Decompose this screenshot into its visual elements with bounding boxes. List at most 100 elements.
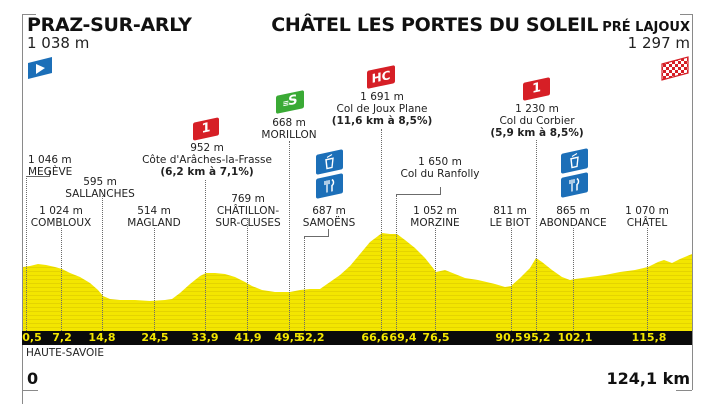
climb-category-label: HC xyxy=(371,67,391,87)
chatel-altitude: 1 070 m xyxy=(625,205,669,217)
finish-subname: PRÉ LAJOUX xyxy=(602,20,690,35)
start-altitude: 1 038 m xyxy=(27,34,90,52)
climb-category-label: 1 xyxy=(531,80,542,97)
lebiot-altitude: 811 m xyxy=(493,205,527,217)
label-morzine: 1 052 m MORZINE xyxy=(410,205,459,229)
araches-name: Côte d'Arâches-la-Frasse xyxy=(142,154,272,166)
km-tick: 24,5 xyxy=(141,331,169,344)
chatillon-altitude: 769 m xyxy=(231,193,265,205)
label-megeve: 1 046 m MEGÈVE xyxy=(28,154,72,178)
magland-altitude: 514 m xyxy=(137,205,171,217)
label-araches: 952 m Côte d'Arâches-la-Frasse (6,2 km à… xyxy=(142,142,272,178)
lebiot-name: LE BIOT xyxy=(489,217,531,229)
chatillon-name-line1: CHÂTILLON- xyxy=(216,205,280,217)
guide-line-corbier xyxy=(536,140,537,331)
label-morillon: 668 m MORILLON xyxy=(261,117,316,141)
samoens-connector xyxy=(304,236,328,237)
chatel-name: CHÂTEL xyxy=(626,217,668,229)
fork-knife-icon xyxy=(569,177,580,192)
frame-right-top-tick xyxy=(680,14,692,15)
sallanches-altitude: 595 m xyxy=(83,176,117,188)
ranfolly-connector xyxy=(396,194,440,195)
start-flag-icon xyxy=(28,57,52,79)
profile-area xyxy=(23,233,692,331)
bin-icon xyxy=(570,152,579,169)
km-tick: 95,2 xyxy=(523,331,551,344)
label-abondance: 865 m ABONDANCE xyxy=(539,205,606,229)
feed-zone-badge xyxy=(316,149,343,175)
label-chatel: 1 070 m CHÂTEL xyxy=(625,205,669,229)
guide-line-araches xyxy=(205,180,206,331)
megeve-connector xyxy=(26,176,50,179)
guide-line-chatel xyxy=(647,228,648,331)
megeve-connector-stem xyxy=(49,170,50,177)
ranfolly-name: Col du Ranfolly xyxy=(400,168,480,180)
label-magland: 514 m MAGLAND xyxy=(127,205,180,229)
samoens-connector-stem xyxy=(328,229,329,237)
label-ranfolly: 1 650 m Col du Ranfolly xyxy=(401,156,480,180)
climb-category-label: 1 xyxy=(201,120,211,137)
distance-total: 124,1 km xyxy=(606,369,691,388)
araches-climb-detail: (6,2 km à 7,1%) xyxy=(160,166,254,178)
fork-knife-icon xyxy=(324,178,335,193)
km-tick: 41,9 xyxy=(234,331,262,344)
frame-left-top-tick xyxy=(22,14,36,15)
bin-icon xyxy=(325,153,334,170)
checkered-finish-flag-icon xyxy=(661,56,689,81)
km-tick: 49,5 xyxy=(274,331,302,344)
jouxplane-name: Col de Joux Plane xyxy=(336,103,428,115)
distance-start: 0 xyxy=(27,369,39,388)
frame-left-line xyxy=(22,14,23,404)
feed-zone-badge xyxy=(561,148,588,174)
guide-line-combloux xyxy=(61,228,62,331)
label-chatillon: 769 m CHÂTILLON- SUR-CLUSES xyxy=(215,193,280,229)
morillon-altitude: 668 m xyxy=(272,117,306,129)
combloux-altitude: 1 024 m xyxy=(39,205,83,217)
combloux-name: COMBLOUX xyxy=(30,217,92,229)
morillon-name: MORILLON xyxy=(261,129,317,141)
label-samoens: 687 m SAMOËNS xyxy=(303,205,356,229)
guide-line-jouxplane xyxy=(381,129,382,331)
guide-line-ranfolly xyxy=(396,195,397,331)
region-label: HAUTE-SAVOIE xyxy=(26,347,104,359)
km-tick: 115,8 xyxy=(631,331,667,344)
km-axis-bar xyxy=(22,331,692,345)
samoens-name: SAMOËNS xyxy=(302,217,356,229)
frame-left-bottom-tick xyxy=(22,390,38,391)
finish-town-name: CHÂTEL LES PORTES DU SOLEIL xyxy=(271,14,599,36)
guide-line-megeve xyxy=(26,178,27,331)
jouxplane-climb-detail: (11,6 km à 8,5%) xyxy=(331,115,433,127)
km-tick: 66,6 xyxy=(361,331,389,344)
km-tick: 7,2 xyxy=(52,331,72,344)
label-combloux: 1 024 m COMBLOUX xyxy=(31,205,91,229)
km-tick: 102,1 xyxy=(557,331,593,344)
km-tick: 76,5 xyxy=(422,331,450,344)
jouxplane-altitude: 1 691 m xyxy=(360,91,404,103)
km-tick: 52,2 xyxy=(297,331,325,344)
sallanches-name: SALLANCHES xyxy=(65,188,135,200)
label-corbier: 1 230 m Col du Corbier (5,9 km à 8,5%) xyxy=(490,103,583,139)
guide-line-abondance xyxy=(573,228,574,331)
guide-line-morzine xyxy=(435,228,436,331)
start-town-name: PRAZ-SUR-ARLY xyxy=(27,14,192,36)
abondance-altitude: 865 m xyxy=(556,205,590,217)
ranfolly-connector-stem xyxy=(440,187,441,195)
guide-line-lebiot xyxy=(511,228,512,331)
guide-line-magland xyxy=(154,228,155,331)
label-lebiot: 811 m LE BIOT xyxy=(490,205,531,229)
megeve-name: MEGÈVE xyxy=(28,166,73,178)
km-tick: 90,5 xyxy=(495,331,523,344)
frame-right-line xyxy=(692,14,693,390)
morzine-name: MORZINE xyxy=(410,217,460,229)
magland-name: MAGLAND xyxy=(127,217,181,229)
ranfolly-altitude: 1 650 m xyxy=(418,156,462,168)
label-sallanches: 595 m SALLANCHES xyxy=(65,176,135,200)
km-tick: 33,9 xyxy=(191,331,219,344)
guide-line-chatillon xyxy=(247,218,248,331)
chatillon-name-line2: SUR-CLUSES xyxy=(215,217,281,229)
refreshment-badge xyxy=(561,172,588,198)
corbier-climb-detail: (5,9 km à 8,5%) xyxy=(490,127,584,139)
corbier-altitude: 1 230 m xyxy=(515,103,559,115)
morzine-altitude: 1 052 m xyxy=(413,205,457,217)
